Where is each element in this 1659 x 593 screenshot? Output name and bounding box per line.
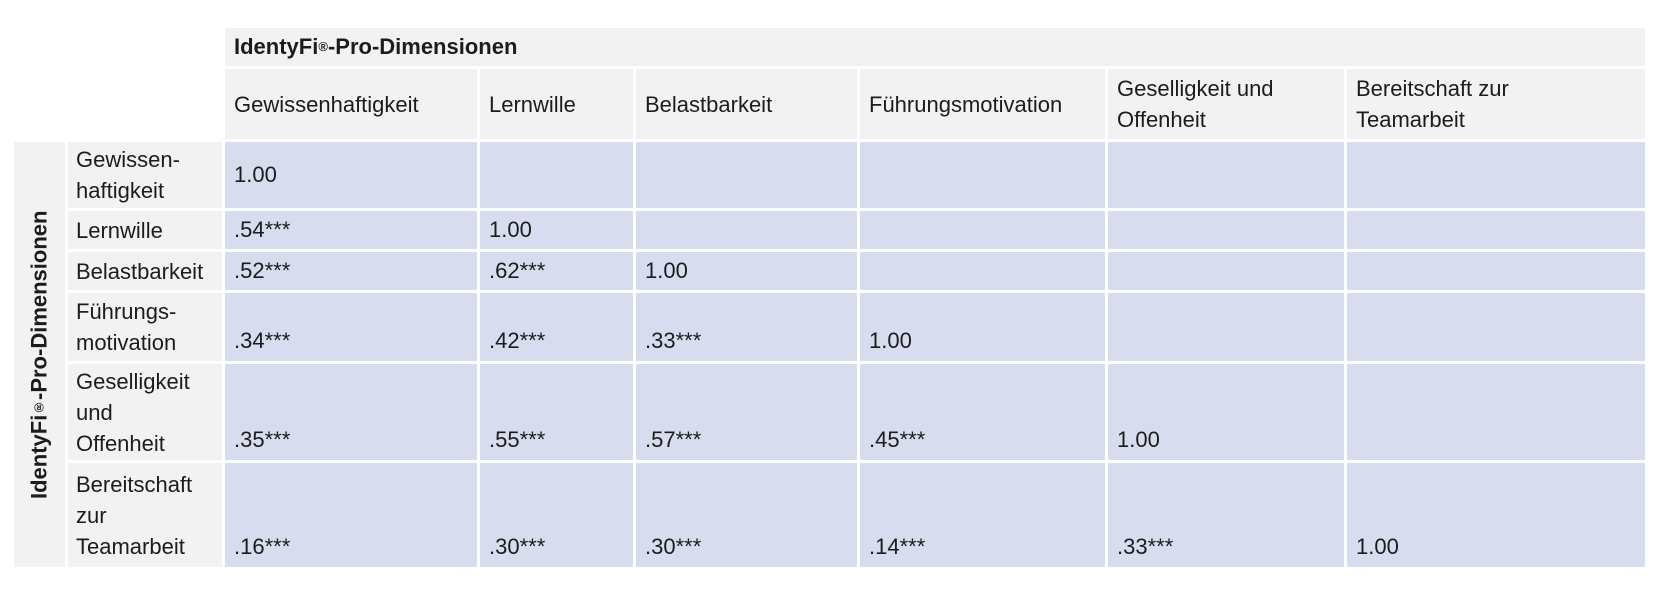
corr-cell-gewissenhaftigkeit-belastbarkeit (636, 142, 857, 208)
row-header-fuehrungsmotivation: Führungs- motivation (68, 293, 222, 361)
row-group-suffix: -Pro-Dimensionen (26, 210, 52, 400)
corr-cell-fuehrungsmotivation-gewissenhaftigkeit: .34*** (225, 293, 477, 361)
corr-cell-gewissenhaftigkeit-fuehrungsmotivation (860, 142, 1105, 208)
corr-cell-teamarbeit-teamarbeit: 1.00 (1347, 463, 1645, 567)
row-header-lernwille: Lernwille (68, 211, 222, 249)
column-header-gewissenhaftigkeit: Gewissenhaftigkeit (225, 69, 477, 139)
corr-cell-gewissenhaftigkeit-geselligkeit (1108, 142, 1344, 208)
corr-cell-belastbarkeit-geselligkeit (1108, 252, 1344, 290)
row-group-header: IdentyFi ® -Pro-Dimensionen (14, 142, 65, 567)
corr-cell-gewissenhaftigkeit-lernwille (480, 142, 633, 208)
corr-cell-belastbarkeit-lernwille: .62*** (480, 252, 633, 290)
corr-cell-gewissenhaftigkeit-gewissenhaftigkeit: 1.00 (225, 142, 477, 208)
brand-name: IdentyFi (234, 34, 319, 59)
corr-cell-teamarbeit-belastbarkeit: .30*** (636, 463, 857, 567)
corr-cell-geselligkeit-geselligkeit: 1.00 (1108, 364, 1344, 460)
column-group-header: IdentyFi ® -Pro-Dimensionen (225, 28, 1645, 66)
corr-cell-lernwille-teamarbeit (1347, 211, 1645, 249)
corr-cell-teamarbeit-lernwille: .30*** (480, 463, 633, 567)
corr-cell-gewissenhaftigkeit-teamarbeit (1347, 142, 1645, 208)
corr-cell-lernwille-geselligkeit (1108, 211, 1344, 249)
corr-cell-fuehrungsmotivation-teamarbeit (1347, 293, 1645, 361)
corr-cell-fuehrungsmotivation-lernwille: .42*** (480, 293, 633, 361)
corr-cell-geselligkeit-belastbarkeit: .57*** (636, 364, 857, 460)
corr-cell-geselligkeit-fuehrungsmotivation: .45*** (860, 364, 1105, 460)
corr-cell-geselligkeit-lernwille: .55*** (480, 364, 633, 460)
corr-cell-belastbarkeit-belastbarkeit: 1.00 (636, 252, 857, 290)
column-header-geselligkeit-offenheit: Geselligkeit und Offenheit (1108, 69, 1344, 139)
row-header-belastbarkeit: Belastbarkeit (68, 252, 222, 290)
corr-cell-lernwille-lernwille: 1.00 (480, 211, 633, 249)
row-header-gewissenhaftigkeit: Gewissen- haftigkeit (68, 142, 222, 208)
corr-cell-teamarbeit-fuehrungsmotivation: .14*** (860, 463, 1105, 567)
corr-cell-belastbarkeit-gewissenhaftigkeit: .52*** (225, 252, 477, 290)
corr-cell-fuehrungsmotivation-geselligkeit (1108, 293, 1344, 361)
corr-cell-lernwille-fuehrungsmotivation (860, 211, 1105, 249)
corr-cell-belastbarkeit-fuehrungsmotivation (860, 252, 1105, 290)
column-header-bereitschaft-teamarbeit: Bereitschaft zur Teamarbeit (1347, 69, 1645, 139)
row-header-geselligkeit-offenheit: Geselligkeit und Offenheit (68, 364, 222, 460)
corr-cell-teamarbeit-geselligkeit: .33*** (1108, 463, 1344, 567)
brand-name: IdentyFi (26, 414, 52, 499)
corr-cell-geselligkeit-teamarbeit (1347, 364, 1645, 460)
corr-cell-geselligkeit-gewissenhaftigkeit: .35*** (225, 364, 477, 460)
column-group-suffix: -Pro-Dimensionen (327, 34, 518, 59)
row-header-bereitschaft-teamarbeit: Bereitschaft zur Teamarbeit (68, 463, 222, 567)
corr-cell-fuehrungsmotivation-fuehrungsmotivation: 1.00 (860, 293, 1105, 361)
correlation-table: IdentyFi ® -Pro-Dimensionen Gewissenhaftig… (14, 28, 1645, 567)
corr-cell-teamarbeit-gewissenhaftigkeit: .16*** (225, 463, 477, 567)
corr-cell-lernwille-belastbarkeit (636, 211, 857, 249)
corr-cell-fuehrungsmotivation-belastbarkeit: .33*** (636, 293, 857, 361)
column-header-fuehrungsmotivation: Führungsmotivation (860, 69, 1105, 139)
column-header-lernwille: Lernwille (480, 69, 633, 139)
corr-cell-lernwille-gewissenhaftigkeit: .54*** (225, 211, 477, 249)
column-header-belastbarkeit: Belastbarkeit (636, 69, 857, 139)
corr-cell-belastbarkeit-teamarbeit (1347, 252, 1645, 290)
